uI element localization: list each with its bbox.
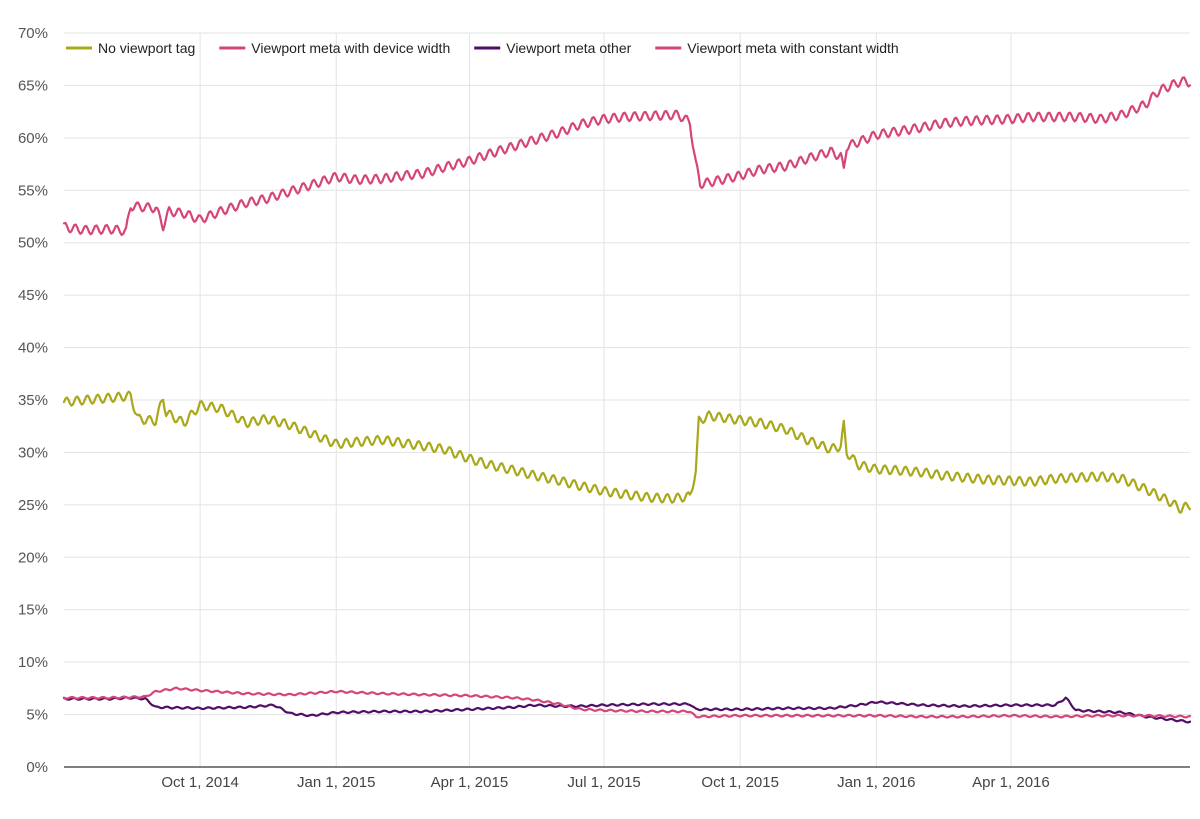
legend-label: Viewport meta other bbox=[506, 40, 631, 56]
y-tick-label: 70% bbox=[18, 25, 48, 42]
x-tick-label: Apr 1, 2015 bbox=[431, 774, 509, 791]
x-tick-label: Oct 1, 2014 bbox=[161, 774, 239, 791]
y-tick-label: 0% bbox=[26, 759, 48, 776]
y-tick-label: 25% bbox=[18, 497, 48, 514]
legend-item-1[interactable]: No viewport tag bbox=[66, 40, 195, 56]
y-tick-label: 20% bbox=[18, 549, 48, 566]
x-tick-label: Oct 1, 2015 bbox=[701, 774, 779, 791]
y-tick-label: 65% bbox=[18, 77, 48, 94]
y-tick-label: 45% bbox=[18, 287, 48, 304]
y-tick-label: 30% bbox=[18, 444, 48, 461]
y-tick-label: 35% bbox=[18, 392, 48, 409]
legend-item-3[interactable]: Viewport meta other bbox=[474, 40, 632, 56]
y-tick-label: 60% bbox=[18, 130, 48, 147]
y-tick-label: 10% bbox=[18, 654, 48, 671]
y-axis-labels: 0% 5% 10% 15% 20% 25% 30% 35% 40% 45% 50% 55% 60% 65%… bbox=[18, 25, 48, 776]
x-tick-label: Jan 1, 2015 bbox=[297, 774, 375, 791]
y-tick-label: 5% bbox=[26, 707, 48, 724]
grid-layer bbox=[64, 32, 1190, 767]
series-line-4 bbox=[62, 686, 1192, 719]
series-line-2 bbox=[62, 76, 1192, 237]
y-tick-label: 55% bbox=[18, 182, 48, 199]
series-line-3 bbox=[62, 696, 1192, 724]
series-layer bbox=[62, 76, 1192, 724]
legend-item-4[interactable]: Viewport meta with constant width bbox=[655, 40, 899, 56]
y-tick-label: 50% bbox=[18, 235, 48, 252]
x-tick-label: Jul 1, 2015 bbox=[567, 774, 640, 791]
legend-item-2[interactable]: Viewport meta with device width bbox=[219, 40, 450, 56]
y-tick-label: 15% bbox=[18, 602, 48, 619]
legend-label: Viewport meta with constant width bbox=[687, 40, 898, 56]
legend-label: No viewport tag bbox=[98, 40, 195, 56]
legend-label: Viewport meta with device width bbox=[251, 40, 450, 56]
x-tick-label: Jan 1, 2016 bbox=[837, 774, 915, 791]
series-line-1 bbox=[62, 390, 1192, 514]
x-tick-label: Apr 1, 2016 bbox=[972, 774, 1050, 791]
y-tick-label: 40% bbox=[18, 340, 48, 357]
legend: No viewport tag Viewport meta with device… bbox=[66, 40, 899, 56]
x-axis-labels: Oct 1, 2014 Jan 1, 2015 Apr 1, 2015 Jul 1, … bbox=[161, 774, 1049, 791]
